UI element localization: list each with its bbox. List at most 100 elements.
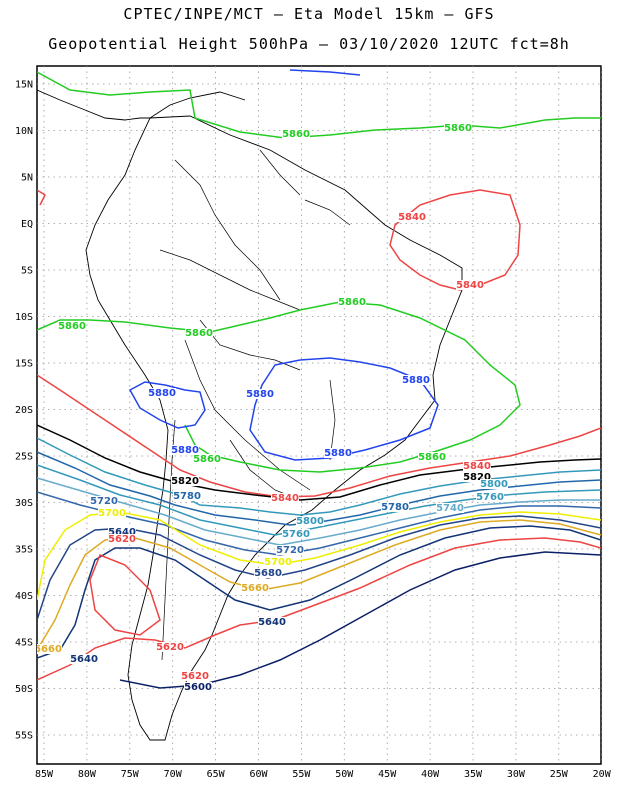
contour-label-5880: 5880 [148,388,176,399]
lat-tick-label: 35S [15,545,33,556]
lat-tick-label: 20S [15,405,33,416]
contour-label-bg [58,321,86,331]
contour-label-5840: 5840 [398,212,426,223]
contour-label-5880: 5880 [246,389,274,400]
contour-label-bg [324,448,352,458]
contour-label-bg [444,123,472,133]
contour-label-bg [338,297,366,307]
contour-label-bg [90,496,118,506]
contour-label-bg [463,461,491,471]
contour-5640 [37,525,601,659]
caribbean-coast [149,91,246,119]
lat-tick-label: 5S [21,266,33,277]
contour-5880-top [289,69,361,76]
lon-tick-label: 35W [464,769,483,780]
contour-label-bg [480,479,508,489]
contour-label-bg [173,491,201,501]
contour-label-bg [418,452,446,462]
contour-label-5700: 5700 [264,557,292,568]
contour-label-5660: 5660 [34,644,62,655]
contour-labels: 5860 5860 5860 5860 5860 5860 5860 5840 5840 5840… [34,123,508,693]
contour-label-bg [156,642,184,652]
contour-label-bg [171,445,199,455]
lat-lon-grid [37,66,603,764]
lat-tick-label: 55S [15,731,33,742]
contour-label-bg [264,557,292,567]
lon-tick-label: 40W [421,769,440,780]
contour-label-5620: 5620 [108,534,136,545]
map-frame [36,65,602,765]
contour-label-bg [456,280,484,290]
lat-tick-label: 25S [15,452,33,463]
contour-label-5640: 5640 [70,654,98,665]
lon-tick-label: 45W [378,769,397,780]
contour-label-bg [436,503,464,513]
contour-label-5640: 5640 [108,527,136,538]
contour-5880-b [128,381,206,429]
lon-tick-label: 30W [507,769,526,780]
contour-label-bg [193,454,221,464]
contour-label-bg [108,527,136,537]
geopotential-contours [37,69,601,689]
contour-label-5860: 5860 [58,321,86,332]
contour-label-bg [402,375,430,385]
lon-tick-label: 50W [335,769,354,780]
contour-label-5780: 5780 [381,502,409,513]
contour-label-bg [70,654,98,664]
contour-label-bg [282,129,310,139]
lon-tick-label: 55W [292,769,311,780]
contour-label-5760: 5760 [476,492,504,503]
contour-label-5660: 5660 [241,583,269,594]
lat-tick-label: 50S [15,684,33,695]
contour-label-5880: 5880 [402,375,430,386]
contour-label-5880: 5880 [324,448,352,459]
contour-label-bg [184,682,212,692]
contour-label-5860: 5860 [193,454,221,465]
contour-5860-south [37,301,521,473]
contour-label-5640: 5640 [258,617,286,628]
lat-tick-label: 5N [21,173,33,184]
contour-label-bg [381,502,409,512]
lon-tick-label: 70W [164,769,183,780]
contour-label-bg [148,388,176,398]
contour-label-5840: 5840 [271,493,299,504]
contour-label-5820: 5820 [171,476,199,487]
contour-label-5860: 5860 [418,452,446,463]
contour-label-bg [296,516,324,526]
lon-tick-label: 80W [78,769,97,780]
contour-label-5780: 5780 [173,491,201,502]
contour-label-5860: 5860 [185,328,213,339]
contour-label-5760: 5760 [282,529,310,540]
contour-label-bg [98,508,126,518]
contour-label-5800: 5800 [480,479,508,490]
lat-tick-label: 30S [15,498,33,509]
lat-tick-label: 10N [15,126,33,137]
contour-label-bg [37,644,62,654]
contour-label-5880: 5880 [171,445,199,456]
contour-label-5720: 5720 [90,496,118,507]
contour-label-5680: 5680 [254,568,282,579]
contour-label-5860: 5860 [444,123,472,134]
contour-label-5620: 5620 [181,671,209,682]
map-subtitle: Geopotential Height 500hPa – 03/10/2020 … [48,35,570,53]
contour-label-5720: 5720 [276,545,304,556]
lon-tick-label: 75W [121,769,140,780]
contour-5740 [37,477,601,546]
lat-tick-label: 40S [15,591,33,602]
lon-tick-label: 85W [35,769,54,780]
contour-label-5860: 5860 [282,129,310,140]
contour-label-bg [463,472,491,482]
contour-label-5840: 5840 [456,280,484,291]
contour-label-5860: 5860 [338,297,366,308]
contour-5880-a [249,357,439,461]
contour-5620-loop [89,554,161,636]
contour-label-bg [476,492,504,502]
longitude-labels: 85W 80W 75W 70W 65W 60W 55W 50W 45W 40W 35W 30W 25W 2… [35,769,612,780]
central-america-coastline [37,89,150,121]
lat-tick-label: EQ [21,219,33,230]
south-america-coastline [85,115,463,741]
contour-label-5800: 5800 [296,516,324,527]
contour-label-5620: 5620 [156,642,184,653]
contour-label-bg [108,534,136,544]
contour-5820 [37,424,601,501]
